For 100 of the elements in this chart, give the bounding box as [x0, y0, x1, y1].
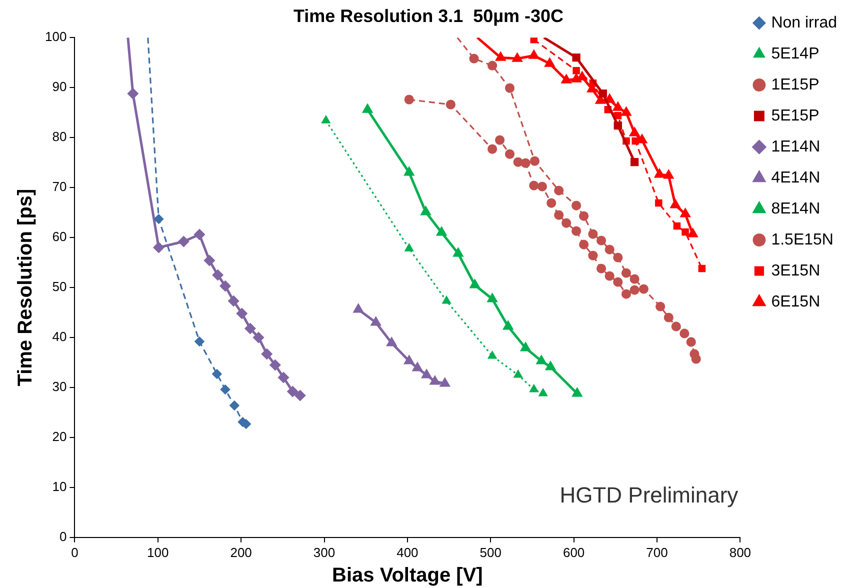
- point: [529, 180, 539, 190]
- y-tick-label: 50: [52, 279, 67, 294]
- point: [546, 362, 556, 370]
- point: [520, 342, 530, 352]
- point: [632, 137, 640, 145]
- point: [220, 384, 230, 394]
- y-tick-label: 30: [52, 379, 67, 394]
- point: [538, 388, 548, 396]
- point: [230, 400, 240, 410]
- point: [530, 156, 540, 166]
- point: [442, 296, 451, 304]
- point: [688, 228, 698, 238]
- point: [544, 58, 554, 67]
- point: [596, 236, 606, 246]
- point: [422, 370, 432, 378]
- point: [253, 332, 264, 343]
- point: [670, 200, 680, 208]
- point: [404, 244, 414, 252]
- point: [212, 369, 222, 379]
- point: [244, 323, 256, 334]
- point: [503, 321, 513, 330]
- point: [470, 280, 480, 288]
- point: [698, 264, 706, 272]
- point: [453, 248, 463, 257]
- x-tick-label: 100: [147, 544, 169, 560]
- x-tick-label: 500: [480, 544, 502, 560]
- point: [412, 362, 422, 372]
- point: [530, 38, 538, 44]
- point: [537, 182, 548, 192]
- legend-label: 3E15N: [771, 262, 820, 280]
- point: [194, 229, 205, 240]
- x-tick-label: 200: [230, 544, 252, 560]
- point: [504, 83, 515, 93]
- point: [536, 356, 546, 364]
- y-tick-label: 0: [59, 528, 67, 544]
- point: [614, 112, 622, 120]
- point: [212, 270, 224, 280]
- point: [512, 53, 522, 62]
- point: [440, 378, 450, 387]
- point: [680, 328, 690, 338]
- point: [588, 250, 598, 260]
- x-tick-label: 300: [313, 544, 336, 560]
- point: [513, 157, 523, 167]
- point: [621, 268, 632, 278]
- point: [204, 255, 215, 266]
- point: [287, 386, 298, 397]
- legend-label: 5E15P: [771, 107, 820, 124]
- y-tick-label: 100: [44, 29, 67, 44]
- point: [436, 227, 446, 236]
- point: [630, 274, 640, 284]
- point: [430, 376, 440, 385]
- point: [572, 388, 582, 397]
- point: [604, 94, 614, 103]
- point: [622, 107, 631, 116]
- point: [613, 102, 623, 111]
- point: [154, 214, 164, 224]
- point: [487, 60, 498, 70]
- point: [691, 354, 701, 364]
- point: [194, 336, 204, 346]
- point: [514, 370, 522, 378]
- point: [228, 296, 239, 306]
- point: [630, 128, 640, 136]
- point: [446, 100, 456, 110]
- point: [554, 186, 564, 196]
- x-tick-label: 0: [71, 544, 78, 560]
- x-tick-label: 800: [729, 544, 752, 560]
- point: [529, 50, 539, 59]
- legend-label: 1.5E15N: [771, 231, 834, 248]
- point: [362, 104, 372, 113]
- point: [520, 158, 530, 168]
- point: [421, 206, 430, 216]
- point: [572, 226, 582, 236]
- point: [488, 351, 497, 359]
- legend-label: 8E14N: [771, 200, 820, 218]
- point: [488, 294, 498, 302]
- point: [655, 199, 662, 207]
- point: [572, 200, 582, 210]
- point: [562, 218, 572, 228]
- point: [682, 228, 689, 236]
- point: [614, 121, 622, 130]
- point: [494, 135, 505, 145]
- point: [404, 167, 414, 176]
- y-tick-label: 80: [52, 129, 67, 144]
- point: [530, 384, 538, 392]
- point: [386, 338, 396, 346]
- point: [588, 229, 598, 239]
- point: [220, 280, 231, 292]
- point: [153, 242, 164, 253]
- y-tick-label: 60: [52, 229, 67, 244]
- y-tick-label: 20: [52, 429, 67, 444]
- point: [654, 169, 664, 178]
- point: [322, 116, 330, 124]
- point: [504, 149, 515, 159]
- legend-label: 6E15N: [771, 293, 820, 310]
- point: [613, 252, 623, 262]
- point: [604, 271, 614, 281]
- point: [469, 54, 479, 64]
- point: [546, 198, 556, 208]
- point: [598, 90, 608, 98]
- point: [278, 372, 289, 383]
